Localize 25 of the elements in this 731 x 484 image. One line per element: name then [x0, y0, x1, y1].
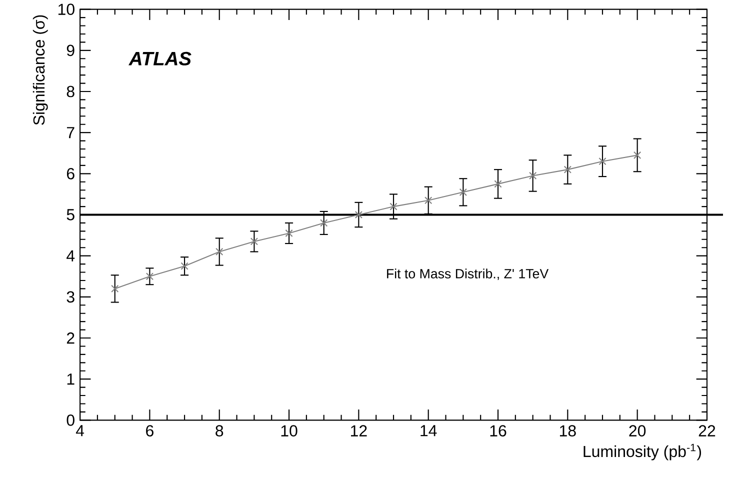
y-tick-label: 1 — [67, 374, 74, 385]
annotation: Fit to Mass Distrib., Z' 1TeV — [387, 268, 549, 280]
y-tick-label: 8 — [66, 86, 74, 98]
x-tick-label: 4 — [76, 425, 84, 436]
y-tick-label: 5 — [66, 209, 74, 220]
x-tick-label: 18 — [560, 425, 576, 436]
x-tick-label: 12 — [350, 425, 367, 436]
x-axis-title: Luminosity (pb$^{-1}$) — [584, 444, 702, 460]
x-tick-label: 16 — [490, 425, 506, 436]
y-tick-label: 7 — [66, 126, 74, 138]
y-tick-label: 9 — [66, 44, 74, 56]
y-tick-label: 10 — [58, 4, 74, 15]
x-tick-label: 6 — [146, 425, 154, 436]
y-tick-label: 3 — [66, 291, 74, 302]
x-tick-label: 20 — [629, 425, 646, 436]
y-tick-label: 2 — [66, 332, 74, 344]
y-tick-label: 6 — [66, 168, 74, 180]
x-tick-label: 22 — [698, 425, 716, 436]
y-tick-label: 0 — [66, 414, 74, 426]
y-tick-label: 4 — [66, 250, 75, 262]
x-tick-label: 8 — [216, 425, 224, 436]
x-tick-label: 14 — [420, 425, 437, 436]
y-axis-title: Significance (σ) — [32, 15, 48, 125]
annotation: ATLAS — [128, 52, 192, 66]
x-tick-label: 10 — [281, 425, 298, 436]
